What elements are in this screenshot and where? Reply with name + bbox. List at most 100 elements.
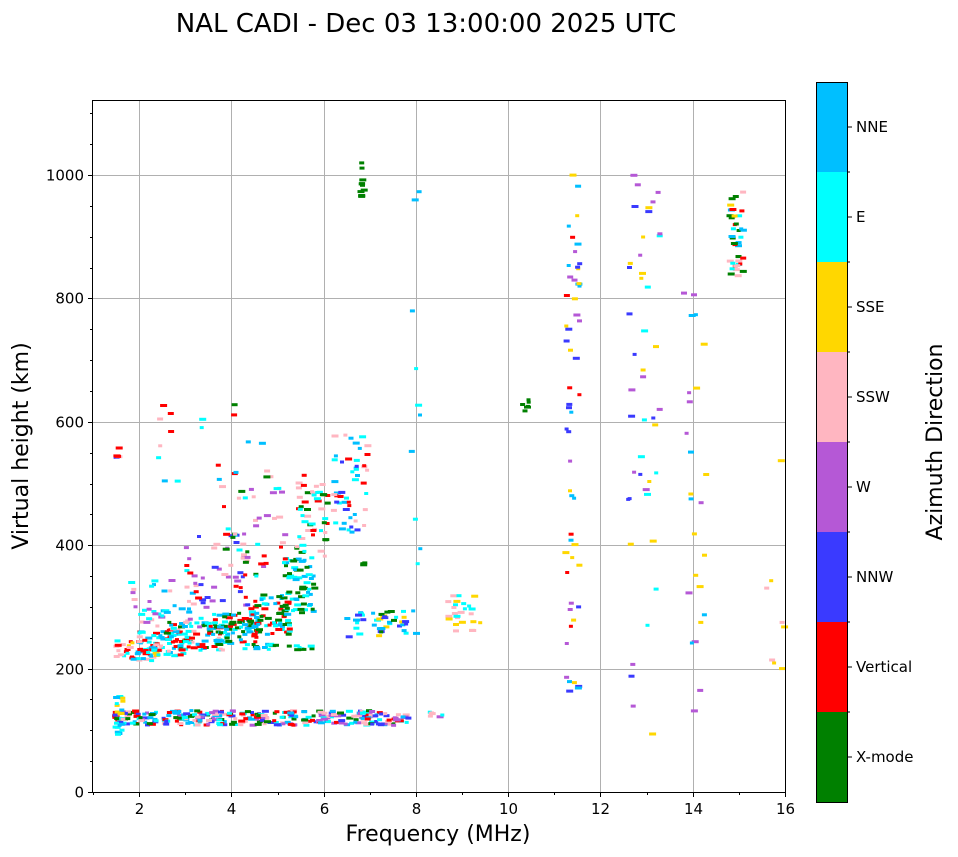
colorbar: X-mode Vertical NNW W SSW SSE E NNE	[816, 82, 913, 803]
echo-point	[153, 643, 160, 647]
echo-point	[151, 579, 159, 583]
echo-point	[203, 605, 210, 609]
echo-point	[231, 403, 238, 407]
echo-point	[114, 702, 119, 706]
echo-point	[160, 630, 167, 634]
echo-point	[453, 629, 459, 633]
echo-point	[250, 713, 255, 717]
echo-point	[445, 600, 452, 604]
echo-point	[732, 268, 740, 272]
echo-point	[222, 723, 228, 727]
echo-point	[458, 620, 466, 624]
echo-point	[242, 496, 248, 500]
echo-point	[273, 602, 278, 606]
echo-point	[413, 631, 420, 635]
echo-point	[222, 720, 227, 724]
echo-point	[186, 645, 191, 649]
echo-point	[653, 345, 659, 349]
echo-point	[369, 710, 376, 713]
echo-point	[732, 195, 739, 198]
echo-point	[142, 716, 150, 720]
echo-point	[291, 717, 297, 721]
echo-point	[187, 607, 191, 611]
echo-point	[171, 654, 179, 658]
echo-point	[301, 718, 309, 722]
echo-point	[213, 623, 218, 626]
echo-point	[190, 602, 197, 606]
echo-point	[178, 648, 186, 652]
echo-point	[387, 620, 392, 624]
echo-point	[640, 375, 647, 379]
echo-point	[206, 627, 211, 631]
colorbar-swatch	[816, 262, 847, 352]
echo-point	[376, 617, 384, 621]
echo-point	[288, 722, 295, 726]
echo-point	[391, 723, 397, 727]
echo-point	[684, 431, 689, 435]
echo-point	[415, 562, 420, 566]
echo-point	[698, 620, 704, 624]
echo-point	[239, 712, 246, 716]
echo-point	[338, 527, 346, 531]
echo-point	[187, 599, 191, 603]
echo-point	[566, 402, 573, 406]
echo-point	[218, 631, 224, 635]
echo-point	[211, 632, 216, 636]
echo-point	[330, 508, 337, 512]
echo-point	[114, 717, 120, 721]
echo-point	[313, 497, 321, 501]
echo-point	[194, 723, 201, 727]
echo-point	[237, 590, 243, 594]
echo-point	[376, 634, 383, 638]
echo-point	[124, 714, 131, 718]
echo-point	[279, 541, 286, 545]
echo-point	[331, 480, 339, 484]
echo-point	[259, 614, 264, 618]
echo-point	[153, 631, 160, 635]
echo-point	[267, 623, 272, 627]
echo-point	[177, 710, 182, 713]
echo-point	[379, 722, 385, 726]
echo-point	[151, 645, 156, 649]
echo-point	[251, 634, 258, 638]
echo-point	[211, 565, 219, 569]
echo-point	[631, 205, 639, 208]
echo-point	[152, 583, 156, 587]
echo-point	[575, 214, 580, 218]
echo-point	[688, 497, 694, 501]
echo-point	[377, 718, 383, 722]
echo-point	[360, 618, 367, 622]
echo-point	[190, 646, 198, 650]
echo-point	[700, 342, 708, 346]
echo-point	[571, 297, 578, 301]
echo-point	[279, 490, 285, 494]
echo-point	[142, 608, 147, 612]
echo-point	[453, 623, 459, 626]
echo-point	[305, 715, 312, 719]
echo-point	[575, 184, 582, 188]
x-tick-label: 8	[412, 800, 422, 818]
echo-point	[170, 640, 175, 644]
echo-point	[283, 561, 290, 565]
echo-point	[395, 713, 401, 717]
echo-point	[274, 710, 280, 714]
echo-point	[374, 720, 379, 723]
echo-point	[688, 450, 694, 454]
echo-point	[652, 423, 659, 427]
echo-point	[414, 367, 419, 371]
echo-point	[246, 630, 254, 634]
echo-point	[291, 575, 298, 579]
echo-point	[272, 621, 277, 625]
echo-point	[630, 662, 636, 666]
echo-point	[727, 272, 735, 276]
echo-point	[331, 434, 339, 438]
echo-point	[216, 613, 223, 617]
echo-point	[202, 623, 207, 627]
echo-point	[322, 554, 327, 558]
echo-point	[355, 621, 360, 625]
echo-point	[225, 639, 233, 643]
echo-point	[147, 716, 154, 720]
echo-point	[270, 632, 275, 635]
echo-point	[650, 200, 656, 204]
echo-point	[627, 266, 632, 269]
